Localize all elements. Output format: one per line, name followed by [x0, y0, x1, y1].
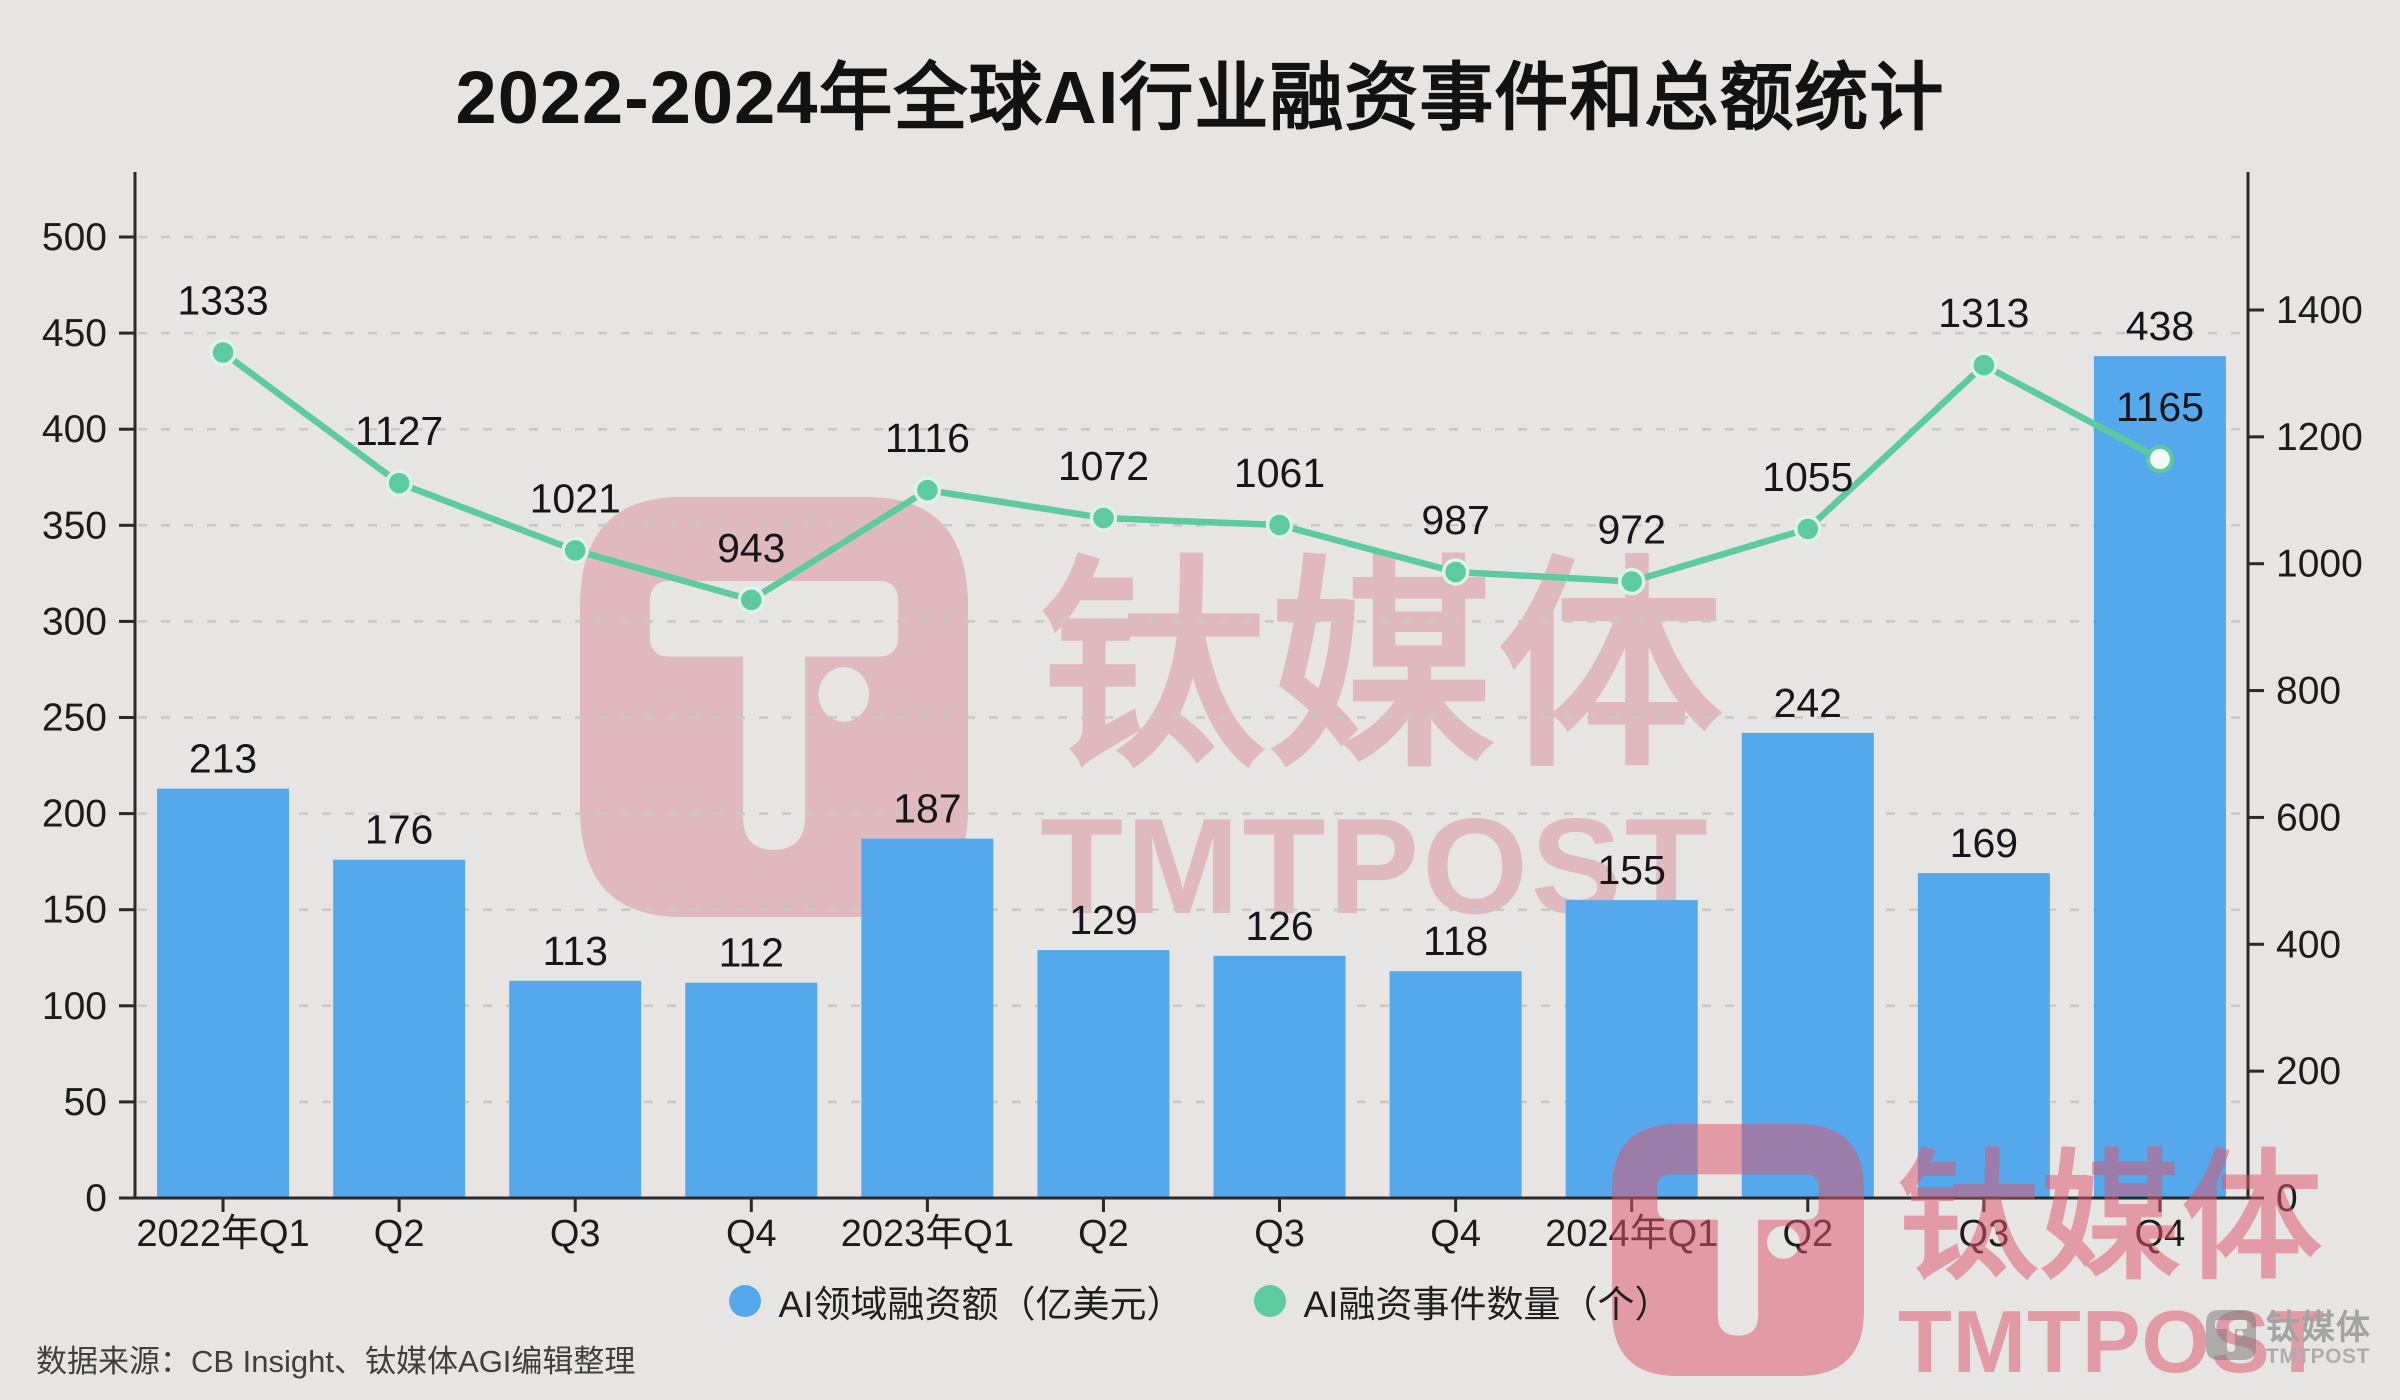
- line-point-Q4: [1441, 558, 1470, 586]
- left-axis-tick-label: 500: [42, 216, 107, 259]
- line-value-label: 1055: [1762, 454, 1853, 500]
- legend-label-event-count: AI融资事件数量（个）: [1303, 1284, 1672, 1325]
- bar-Q4: [1389, 971, 1522, 1198]
- bar-value-label: 242: [1774, 680, 1842, 726]
- line-value-label: 1116: [885, 415, 970, 461]
- left-axis-tick-label: 250: [42, 697, 107, 740]
- page-title: 2022-2024年全球AI行业融资事件和总额统计: [455, 56, 1945, 139]
- line-value-label: 1072: [1058, 443, 1149, 489]
- right-axis-tick-label: 1400: [2276, 289, 2363, 332]
- data-source-note: 数据来源：CB Insight、钛媒体AGI编辑整理: [36, 1344, 636, 1379]
- left-axis-tick-label: 150: [42, 889, 107, 932]
- left-axis-tick-label: 100: [42, 985, 107, 1028]
- bar-value-label: 126: [1245, 903, 1313, 949]
- bar-value-label: 118: [1423, 918, 1488, 964]
- right-axis-tick-label: 0: [2276, 1177, 2298, 1220]
- bar-value-label: 129: [1069, 897, 1137, 943]
- line-value-label: 987: [1421, 497, 1489, 543]
- line-event-count: [219, 349, 2164, 604]
- line-point-2024年Q1: [1617, 567, 1646, 596]
- line-point-Q4: [737, 586, 766, 614]
- right-axis-tick-label: 400: [2276, 923, 2341, 966]
- x-axis-category-label: Q4: [726, 1213, 777, 1255]
- bar-2022年Q1: [157, 788, 290, 1198]
- line-value-label: 1021: [530, 475, 621, 521]
- legend-item-event-count: AI融资事件数量（个）: [1253, 1274, 1672, 1328]
- bar-Q2: [333, 859, 466, 1198]
- line-value-label: 1127: [355, 408, 443, 454]
- right-axis-tick-label: 1200: [2276, 416, 2363, 459]
- bar-value-label: 113: [543, 928, 608, 974]
- line-value-label: 943: [717, 525, 785, 571]
- line-point-Q2: [1089, 504, 1118, 532]
- line-point-2023年Q1: [913, 476, 942, 504]
- legend-label-funding-amount: AI领域融资额（亿美元）: [778, 1284, 1184, 1325]
- x-axis-category-label: 2022年Q1: [136, 1213, 309, 1255]
- line-point-Q3: [1265, 511, 1294, 539]
- bar-Q3: [509, 980, 642, 1198]
- x-axis-category-label: Q3: [1959, 1213, 2010, 1255]
- legend-dot-blue-icon: [728, 1285, 761, 1317]
- x-axis-category-label: Q2: [374, 1213, 425, 1255]
- line-point-2022年Q1: [209, 338, 237, 367]
- line-value-label: 1165: [2116, 384, 2204, 430]
- bar-value-label: 155: [1597, 847, 1665, 893]
- bar-Q3: [1917, 873, 2050, 1198]
- x-axis-category-label: Q4: [1430, 1213, 1481, 1255]
- left-axis-tick-label: 400: [42, 408, 107, 451]
- line-value-label: 1061: [1234, 450, 1325, 496]
- x-axis-category-label: Q2: [1078, 1213, 1129, 1255]
- left-axis-tick-label: 300: [42, 600, 107, 643]
- bar-value-label: 213: [189, 736, 257, 782]
- bar-value-label: 176: [365, 807, 433, 853]
- x-axis-category-label: 2024年Q1: [1545, 1213, 1718, 1255]
- legend-dot-green-icon: [1253, 1285, 1286, 1317]
- bar-value-label: 112: [719, 930, 784, 976]
- right-axis-tick-label: 800: [2276, 670, 2341, 713]
- bar-Q2: [1741, 732, 1874, 1198]
- x-axis-category-label: 2023年Q1: [841, 1213, 1014, 1255]
- left-axis-tick-label: 350: [42, 504, 107, 547]
- left-axis-tick-label: 200: [42, 793, 107, 836]
- line-value-label: 1313: [1938, 290, 2029, 336]
- bar-value-label: 438: [2126, 303, 2194, 349]
- x-axis-category-label: Q4: [2135, 1213, 2186, 1255]
- bar-2024年Q1: [1565, 900, 1698, 1198]
- left-axis-tick-label: 0: [85, 1177, 107, 1220]
- bar-Q3: [1213, 955, 1346, 1198]
- line-point-Q3: [1970, 351, 1998, 379]
- right-axis-tick-label: 200: [2276, 1050, 2341, 1093]
- legend-item-funding-amount: AI领域融资额（亿美元）: [728, 1274, 1184, 1328]
- left-axis-tick-label: 50: [64, 1081, 107, 1124]
- x-axis-category-label: Q3: [1254, 1213, 1305, 1255]
- right-axis-tick-label: 1000: [2276, 543, 2363, 586]
- line-point-Q3: [561, 536, 589, 565]
- x-axis-category-label: Q2: [1782, 1213, 1833, 1255]
- bar-value-label: 187: [893, 786, 961, 832]
- bar-Q2: [1037, 950, 1170, 1198]
- left-axis-tick-label: 450: [42, 312, 107, 355]
- bar-Q4: [685, 982, 818, 1198]
- legend: AI领域融资额（亿美元） AI融资事件数量（个）: [0, 1274, 2400, 1328]
- line-point-Q4: [2145, 445, 2174, 474]
- bar-2023年Q1: [861, 838, 994, 1198]
- bar-Q4: [2093, 356, 2226, 1198]
- line-value-label: 1333: [177, 277, 268, 323]
- line-value-label: 972: [1597, 506, 1665, 552]
- right-axis-tick-label: 600: [2276, 796, 2341, 839]
- line-point-Q2: [1794, 515, 1822, 543]
- x-axis-category-label: Q3: [550, 1213, 601, 1255]
- line-point-Q2: [385, 469, 413, 497]
- bar-value-label: 169: [1950, 820, 2018, 866]
